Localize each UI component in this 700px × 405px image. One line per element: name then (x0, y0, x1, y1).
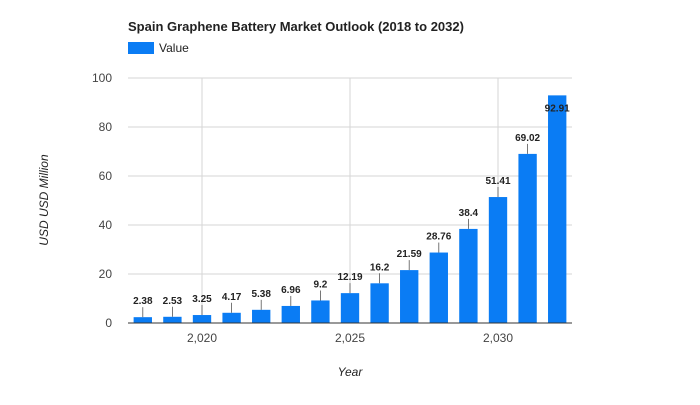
y-tick-label: 20 (99, 267, 113, 281)
x-tick-label: 2,025 (335, 331, 365, 345)
axes: 0 20 40 60 80 100 2,020 2,025 2,030 (92, 71, 572, 345)
y-tick-label: 60 (99, 169, 113, 183)
data-label: 5.38 (251, 289, 271, 300)
bar (222, 312, 241, 323)
bar (548, 95, 567, 323)
bar (429, 252, 448, 323)
data-label: 69.02 (515, 133, 540, 144)
chart-title: Spain Graphene Battery Market Outlook (2… (128, 19, 464, 34)
y-tick-label: 0 (105, 316, 112, 330)
data-label: 16.2 (370, 262, 390, 273)
data-label: 38.4 (459, 208, 479, 219)
bar (192, 315, 212, 323)
bar (133, 317, 152, 323)
x-tick-label: 2,020 (187, 331, 217, 345)
bar (163, 316, 182, 323)
legend-label: Value (159, 41, 189, 55)
bar (281, 305, 300, 323)
bar (340, 293, 360, 323)
bar (311, 300, 330, 323)
y-tick-label: 40 (99, 218, 113, 232)
y-axis-title: USD USD Million (37, 154, 51, 246)
bar (370, 283, 389, 323)
bar (252, 309, 271, 323)
bars (133, 95, 567, 323)
data-label: 4.17 (222, 292, 242, 303)
data-label: 28.76 (426, 232, 451, 243)
bar (488, 197, 508, 323)
x-axis-title: Year (338, 365, 364, 379)
x-tick-label: 2,030 (483, 331, 513, 345)
data-label: 51.41 (485, 176, 510, 187)
data-label: 2.38 (133, 296, 153, 307)
bar (459, 228, 478, 323)
data-label: 12.19 (337, 272, 362, 283)
data-label: 6.96 (281, 285, 301, 296)
bar (400, 270, 419, 323)
y-tick-label: 100 (92, 71, 112, 85)
data-label: 2.53 (163, 296, 183, 307)
data-label: 9.2 (313, 279, 327, 290)
legend-swatch (128, 42, 154, 54)
data-label: 21.59 (397, 249, 422, 260)
y-tick-label: 80 (99, 120, 113, 134)
data-labels: 2.38 2.53 3.25 4.17 5.38 6.96 9.2 12.19 16.2 21.5… (133, 103, 570, 318)
data-label: 3.25 (192, 294, 212, 305)
data-label: 92.91 (545, 103, 570, 114)
bar (518, 153, 537, 323)
